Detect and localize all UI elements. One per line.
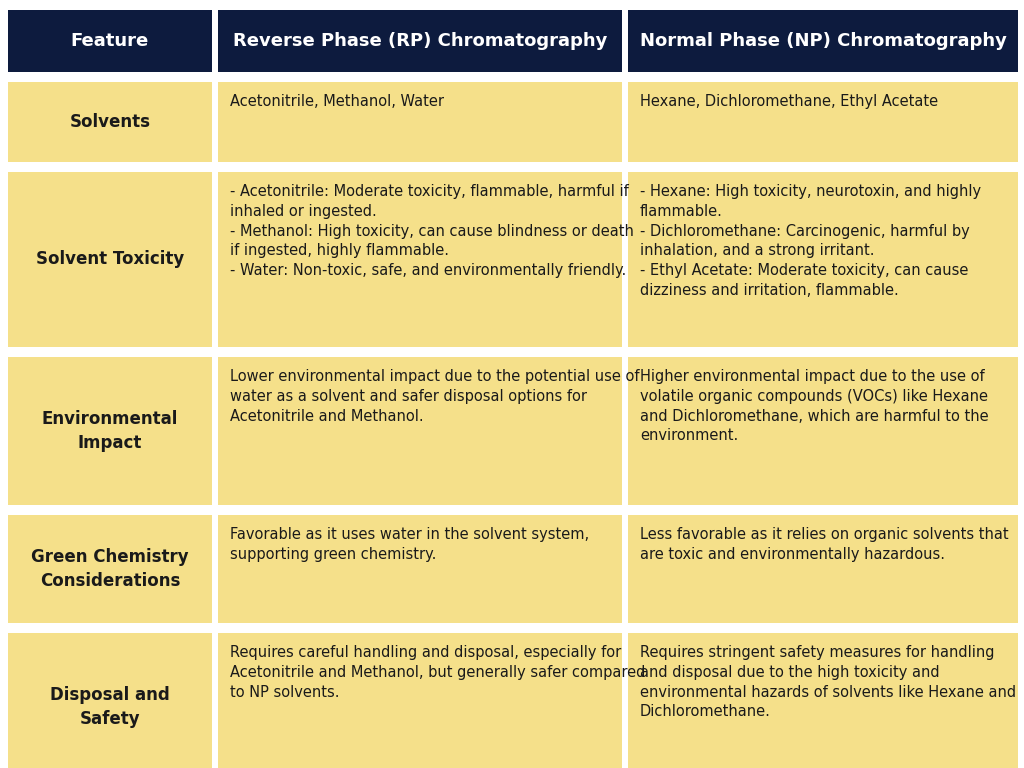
Text: Favorable as it uses water in the solvent system,
supporting green chemistry.: Favorable as it uses water in the solven… xyxy=(230,527,589,562)
Text: Solvents: Solvents xyxy=(70,113,151,131)
Bar xyxy=(218,82,622,162)
Text: Less favorable as it relies on organic solvents that
are toxic and environmental: Less favorable as it relies on organic s… xyxy=(640,527,1009,562)
Bar xyxy=(218,10,622,72)
Bar xyxy=(8,515,212,623)
Text: - Acetonitrile: Moderate toxicity, flammable, harmful if
inhaled or ingested.
- : - Acetonitrile: Moderate toxicity, flamm… xyxy=(230,184,634,278)
Text: Higher environmental impact due to the use of
volatile organic compounds (VOCs) : Higher environmental impact due to the u… xyxy=(640,369,988,443)
Bar xyxy=(628,10,1018,72)
Bar xyxy=(628,515,1018,623)
Text: Solvent Toxicity: Solvent Toxicity xyxy=(36,250,184,269)
Text: Requires stringent safety measures for handling
and disposal due to the high tox: Requires stringent safety measures for h… xyxy=(640,645,1016,720)
Bar xyxy=(628,633,1018,768)
Text: Acetonitrile, Methanol, Water: Acetonitrile, Methanol, Water xyxy=(230,94,444,109)
Bar xyxy=(8,82,212,162)
Text: Hexane, Dichloromethane, Ethyl Acetate: Hexane, Dichloromethane, Ethyl Acetate xyxy=(640,94,938,109)
Bar xyxy=(8,633,212,768)
Text: Requires careful handling and disposal, especially for
Acetonitrile and Methanol: Requires careful handling and disposal, … xyxy=(230,645,645,700)
Text: Feature: Feature xyxy=(71,32,150,50)
Bar xyxy=(218,357,622,505)
Bar xyxy=(8,357,212,505)
Text: Normal Phase (NP) Chromatography: Normal Phase (NP) Chromatography xyxy=(640,32,1007,50)
Text: Environmental
Impact: Environmental Impact xyxy=(42,410,178,452)
Text: Lower environmental impact due to the potential use of
water as a solvent and sa: Lower environmental impact due to the po… xyxy=(230,369,640,424)
Bar xyxy=(8,172,212,347)
Bar xyxy=(628,172,1018,347)
Bar xyxy=(218,172,622,347)
Text: Green Chemistry
Considerations: Green Chemistry Considerations xyxy=(31,548,188,590)
Bar xyxy=(218,633,622,768)
Text: Reverse Phase (RP) Chromatography: Reverse Phase (RP) Chromatography xyxy=(232,32,607,50)
Bar xyxy=(8,10,212,72)
Text: Disposal and
Safety: Disposal and Safety xyxy=(50,686,170,728)
Bar xyxy=(628,357,1018,505)
Bar xyxy=(218,515,622,623)
Bar xyxy=(628,82,1018,162)
Text: - Hexane: High toxicity, neurotoxin, and highly
flammable.
- Dichloromethane: Ca: - Hexane: High toxicity, neurotoxin, and… xyxy=(640,184,981,298)
